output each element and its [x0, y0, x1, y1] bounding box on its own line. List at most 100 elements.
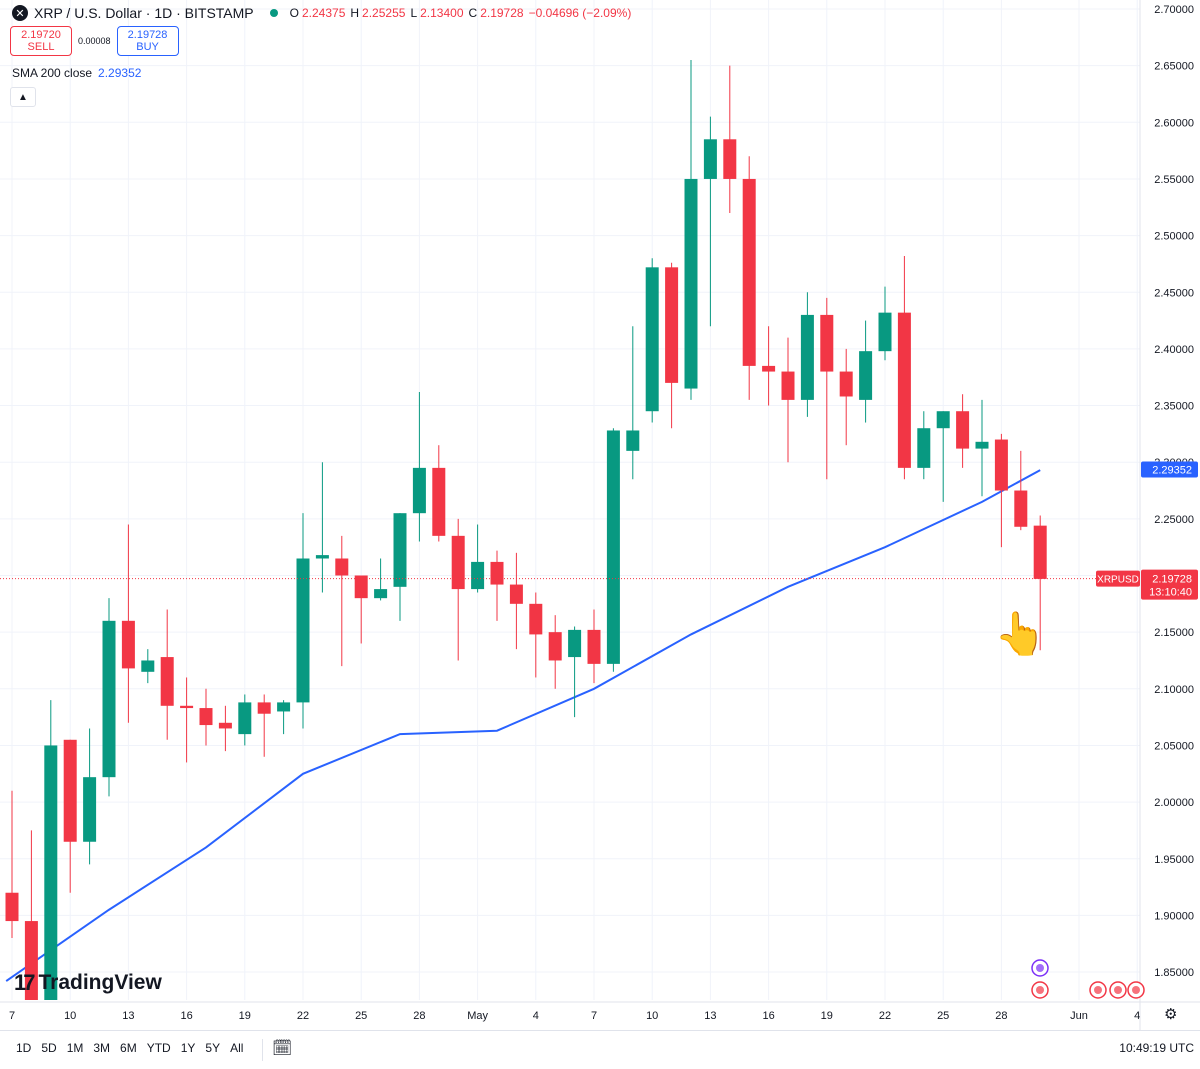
price-chart[interactable]: 2.70000 2.65000 2.60000 2.55000 2.50000 2.450… [0, 0, 1200, 1030]
time-tick-label: 22 [297, 1010, 309, 1022]
candle [587, 609, 601, 684]
event-icons [1031, 959, 1145, 999]
time-tick-label: 16 [180, 1010, 192, 1022]
sma-tag-value: 2.29352 [1152, 465, 1192, 477]
candle-body [936, 411, 950, 429]
time-axis: 7 10 13 16 19 22 25 28 May 4 7 10 13 16 19 22 25 28 Jun 4 [9, 1010, 1140, 1022]
candle-body [490, 561, 504, 585]
candle [665, 262, 679, 429]
candle [238, 694, 252, 746]
price-axis: 2.70000 2.65000 2.60000 2.55000 2.50000 2.450… [1154, 4, 1194, 979]
time-range-selector: 1D 5D 1M 3M 6M YTD 1Y 5Y All [16, 1041, 243, 1055]
candle-body [354, 575, 368, 599]
candle [917, 411, 931, 480]
candle-body [529, 603, 543, 635]
time-tick-label: 10 [64, 1010, 76, 1022]
range-all[interactable]: All [230, 1041, 244, 1055]
time-tick-label: 13 [704, 1010, 716, 1022]
spread-value: 0.00008 [78, 36, 111, 46]
time-tick-label: 28 [995, 1010, 1007, 1022]
time-tick-label: 13 [122, 1010, 134, 1022]
range-5y[interactable]: 5Y [205, 1041, 221, 1055]
candle [471, 524, 485, 593]
time-tick-label: 22 [879, 1010, 891, 1022]
candle-body [121, 620, 135, 669]
candle [994, 433, 1008, 548]
price-tick-label: 2.40000 [1154, 344, 1194, 356]
bar-countdown: 13:10:40 [1149, 587, 1192, 599]
candle-body [199, 708, 213, 726]
range-1y[interactable]: 1Y [180, 1041, 196, 1055]
pointing-hand-icon: 👆 [994, 610, 1047, 657]
candle [412, 391, 426, 542]
candle-body [956, 411, 970, 449]
bottom-toolbar: 1D 5D 1M 3M 6M YTD 1Y 5Y All 🗓 10:49:19 … [0, 1030, 1200, 1069]
range-1d[interactable]: 1D [16, 1041, 32, 1055]
ohlc-values: O 2.24375 H 2.25255 L 2.13400 C 2.19728 −0.0… [289, 6, 632, 20]
range-ytd[interactable]: YTD [146, 1041, 171, 1055]
candle [548, 615, 562, 689]
candle [432, 445, 446, 542]
us-flag-event-icon-dot [1132, 986, 1140, 994]
candlestick-series [5, 59, 1047, 1000]
sell-button[interactable]: 2.19720 SELL [10, 26, 72, 56]
candle [180, 677, 194, 763]
chart-header: ✕ XRP / U.S. Dollar · 1D · BITSTAMP O 2.2… [12, 4, 633, 22]
candle-body [412, 467, 426, 514]
candle [315, 462, 329, 593]
settings-gear-icon[interactable]: ⚙ [1164, 1006, 1178, 1023]
range-3m[interactable]: 3M [93, 1041, 111, 1055]
utc-clock[interactable]: 10:49:19 UTC [1119, 1041, 1194, 1055]
candle [820, 297, 834, 480]
candle-body [335, 558, 349, 576]
price-tick-label: 2.70000 [1154, 4, 1194, 16]
sma-legend[interactable]: SMA 200 close 2.29352 [12, 66, 141, 80]
candle-body [180, 705, 194, 709]
candle [121, 524, 135, 723]
time-tick-label: 7 [591, 1010, 597, 1022]
candle [296, 513, 310, 729]
symbol-title[interactable]: XRP / U.S. Dollar · 1D · BITSTAMP [34, 5, 254, 21]
candle [141, 649, 155, 684]
sma-tag-bg [1141, 461, 1198, 478]
time-tick-label: 10 [646, 1010, 658, 1022]
range-1m[interactable]: 1M [66, 1041, 84, 1055]
range-5d[interactable]: 5D [41, 1041, 57, 1055]
candle [44, 700, 58, 1000]
time-tick-label: 7 [9, 1010, 15, 1022]
toolbar-divider [262, 1039, 263, 1061]
candle-body [762, 365, 776, 372]
candle-body [820, 314, 834, 372]
candle [742, 156, 756, 400]
change-value: −0.04696 (−2.09%) [528, 6, 632, 20]
go-to-date-calendar-icon[interactable]: 🗓 [272, 1040, 293, 1057]
time-tick-label: 19 [821, 1010, 833, 1022]
range-6m[interactable]: 6M [120, 1041, 137, 1055]
candle-body [315, 555, 329, 559]
candle-body [238, 702, 252, 735]
price-tick-label: 1.85000 [1154, 967, 1194, 979]
candle-body [24, 921, 38, 1000]
candle-body [859, 351, 873, 400]
candle-body [548, 632, 562, 661]
candle-body [645, 267, 659, 412]
price-tick-label: 2.50000 [1154, 231, 1194, 243]
candle [839, 348, 853, 446]
candle [723, 65, 737, 213]
price-tick-label: 2.00000 [1154, 797, 1194, 809]
time-tick-label: May [467, 1010, 488, 1022]
x-logo-icon: ✕ [12, 5, 28, 21]
time-tick-label: 25 [937, 1010, 949, 1022]
candle-body [568, 629, 582, 658]
candle [781, 337, 795, 463]
candle-body [1033, 525, 1047, 579]
buy-button[interactable]: 2.19728 BUY [116, 26, 179, 56]
candle [878, 286, 892, 361]
candle [490, 550, 504, 621]
candle [160, 609, 174, 740]
candle [703, 116, 717, 327]
candle-body [703, 139, 717, 179]
sma-value: 2.29352 [98, 66, 142, 80]
collapse-legend-button[interactable]: ▲ [10, 87, 36, 107]
